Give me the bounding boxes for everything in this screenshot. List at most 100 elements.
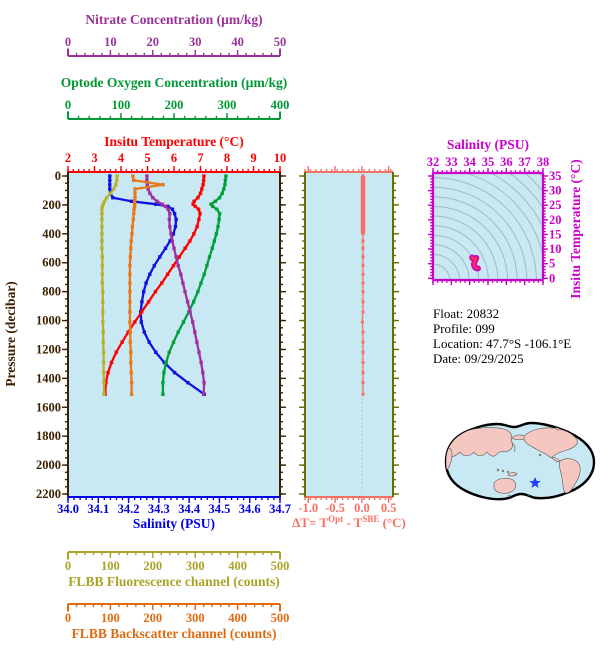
data-marker [163,246,168,250]
delta-t-title-pre: ΔT= T [292,515,328,530]
data-marker [361,212,365,216]
location-line: Location: 47.7°S -106.1°E [433,336,571,351]
data-marker [361,371,365,375]
data-marker [100,217,104,222]
tick-label: 30 [189,35,202,49]
data-marker [361,202,365,206]
data-marker [120,340,124,344]
tick-label: 8 [224,151,230,165]
data-marker [202,381,206,385]
tick-label: 0 [65,611,71,625]
data-marker [101,330,105,334]
data-marker [361,174,365,178]
data-marker [102,381,106,385]
tick-label: 2000 [36,458,61,472]
data-marker [129,350,133,354]
salinity-axis-title: Salinity (PSU) [133,516,215,531]
data-marker [170,207,175,211]
delta-t-plot-area [305,172,393,497]
data-marker [128,340,132,344]
map-island [496,468,500,472]
backscatter-axis-title: FLBB Backscatter channel (counts) [72,626,277,641]
map-australia [493,478,517,494]
data-marker [166,204,170,209]
tick-label: 30 [549,184,562,198]
data-marker [101,320,105,324]
data-marker [126,330,130,334]
data-marker [193,330,197,334]
tick-label: 400 [228,611,247,625]
data-marker [145,174,149,178]
map-eurasia [446,427,513,458]
data-marker [112,187,116,191]
data-marker [361,310,365,314]
map-south-america [559,458,581,494]
delta-t-title-sup2: SBE [362,514,379,524]
tick-label: 0 [549,271,555,285]
data-marker [167,217,171,222]
data-marker [196,289,200,294]
data-marker [170,239,174,243]
data-marker [108,178,112,182]
delta-t-title-post: (°C) [379,515,406,530]
data-marker [132,178,136,182]
data-marker [114,183,118,187]
tick-label: 400 [228,559,247,573]
map-japan [511,442,516,453]
tick-label: 36 [500,155,513,169]
data-marker [162,360,166,365]
data-marker [361,340,365,344]
tick-label: 300 [186,559,205,573]
data-marker [128,289,132,294]
data-marker [109,360,114,365]
series-markers-salinity [108,174,206,396]
data-marker [114,350,118,354]
data-marker [104,196,109,200]
data-marker [174,255,178,259]
data-marker [144,281,148,285]
world-map [444,421,596,501]
data-marker [128,300,132,304]
data-marker [133,196,137,200]
data-marker [100,263,104,268]
tick-label: 100 [112,98,131,112]
data-marker [100,207,104,211]
data-marker [209,202,213,206]
tick-label: 6 [171,151,177,165]
tick-label: 10 [549,242,562,256]
data-marker [172,211,177,216]
data-marker [140,300,144,304]
tick-label: 200 [165,98,184,112]
delta-t-top-axis [304,166,393,173]
data-marker [169,232,173,236]
tick-label: -1.0 [298,501,318,515]
ts-left-axis [428,173,435,280]
data-marker [181,281,185,285]
data-marker [153,289,158,294]
data-marker [133,191,137,195]
data-marker [167,350,171,354]
data-marker [131,217,135,222]
map-island [506,470,510,474]
data-marker [147,340,151,344]
data-marker [188,310,192,314]
data-marker [185,300,190,304]
data-marker [179,272,183,276]
ts-top-axis-labels: 32 33 34 35 36 37 38 [427,155,550,169]
tick-label: 0.0 [354,501,370,515]
data-marker [183,289,187,294]
data-marker [217,211,222,216]
data-marker [202,178,206,182]
tick-label: 500 [271,611,290,625]
delta-t-bottom-axis [304,496,393,503]
data-marker [142,289,146,294]
data-marker [164,360,168,365]
tick-label: 33 [445,155,458,169]
data-marker [176,263,180,268]
data-marker [161,381,165,385]
delta-t-axis-title: ΔT= TOpt - TSBE (°C) [292,514,406,530]
tick-label: 600 [42,256,61,270]
oxygen-axis-title: Optode Oxygen Concentration (µm/kg) [61,75,287,90]
data-marker [361,290,365,294]
